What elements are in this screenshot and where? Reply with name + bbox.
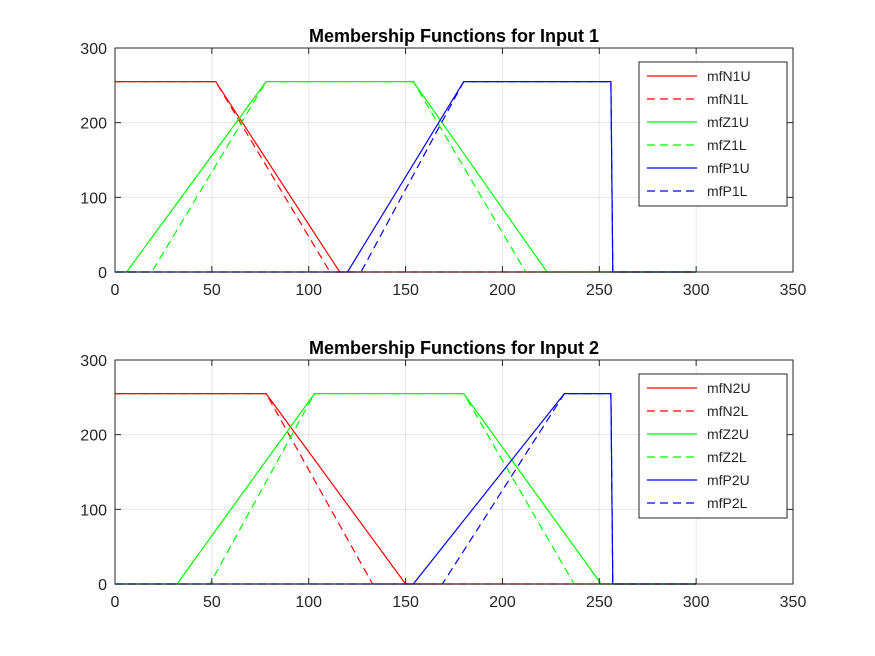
x-tick-label: 350 xyxy=(780,594,807,611)
legend-label: mfP1L xyxy=(707,183,748,199)
x-tick-label: 300 xyxy=(683,282,710,299)
legend-label: mfZ2U xyxy=(707,426,749,442)
x-tick-label: 100 xyxy=(295,282,322,299)
y-tick-label: 0 xyxy=(98,577,107,594)
x-tick-label: 250 xyxy=(586,282,613,299)
y-tick-label: 200 xyxy=(80,428,107,445)
x-tick-label: 150 xyxy=(392,594,419,611)
x-tick-label: 250 xyxy=(586,594,613,611)
x-tick-label: 150 xyxy=(392,282,419,299)
x-tick-label: 50 xyxy=(203,282,221,299)
x-tick-label: 0 xyxy=(111,594,120,611)
legend: mfN1U mfN1L mfZ1U mfZ1L mfP1U mfP1L xyxy=(638,61,788,207)
x-tick-label: 200 xyxy=(489,594,516,611)
series-line-mfN1L xyxy=(115,80,697,273)
x-tick-label: 300 xyxy=(683,594,710,611)
x-tick-label: 200 xyxy=(489,282,516,299)
x-tick-label: 0 xyxy=(111,282,120,299)
y-tick-label: 100 xyxy=(80,190,107,207)
x-tick-label: 350 xyxy=(780,282,807,299)
y-tick-label: 200 xyxy=(80,116,107,133)
chart-title: Membership Functions for Input 2 xyxy=(309,338,599,358)
axes-box xyxy=(114,47,794,273)
legend-label: mfP1U xyxy=(707,160,750,176)
x-tick-label: 100 xyxy=(295,594,322,611)
y-tick-label: 300 xyxy=(80,41,107,58)
legend-box xyxy=(638,373,788,519)
legend-label: mfN1U xyxy=(707,68,751,84)
y-tick-label: 300 xyxy=(80,353,107,370)
chart-title: Membership Functions for Input 1 xyxy=(309,26,599,46)
legend-box xyxy=(638,61,788,207)
chart-2: 0 50 100 150 200 250 300 350 0 100 200 300 Membershi… xyxy=(80,338,806,611)
legend-label: mfZ1U xyxy=(707,114,749,130)
y-tick-label: 0 xyxy=(98,265,107,282)
legend-label: mfZ1L xyxy=(707,137,747,153)
legend-label: mfP2U xyxy=(707,472,750,488)
series-line-mfP2L xyxy=(115,393,697,585)
legend-label: mfN1L xyxy=(707,91,748,107)
legend-label: mfZ2L xyxy=(707,449,747,465)
legend-label: mfN2L xyxy=(707,403,748,419)
legend-label: mfN2U xyxy=(707,380,751,396)
legend: mfN2U mfN2L mfZ2U mfZ2L mfP2U mfP2L xyxy=(638,373,788,519)
x-tick-label: 50 xyxy=(203,594,221,611)
legend-label: mfP2L xyxy=(707,495,748,511)
axes-box xyxy=(114,359,794,585)
series-line-mfN2L xyxy=(115,393,697,585)
chart-1: 0 50 100 150 200 250 300 350 0 100 200 300 Membershi… xyxy=(80,26,806,299)
y-tick-label: 100 xyxy=(80,502,107,519)
